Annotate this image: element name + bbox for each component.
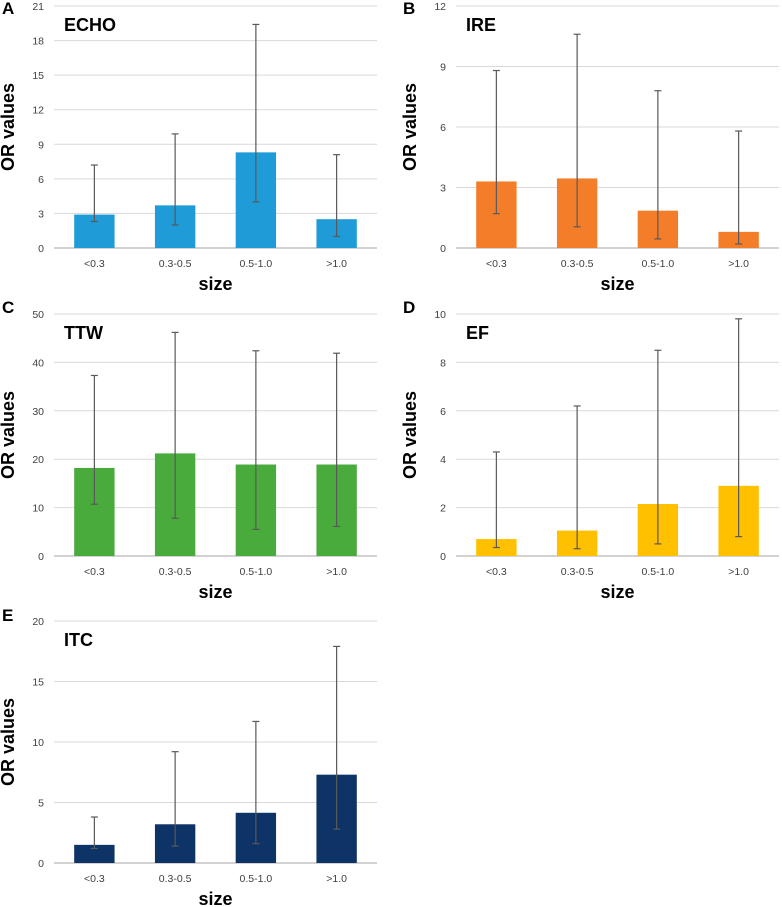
x-axis-label: size (198, 582, 232, 602)
y-tick-label: 10 (434, 309, 446, 321)
y-tick-label: 12 (434, 1, 446, 13)
chart-title: EF (466, 323, 489, 343)
x-axis-label: size (198, 274, 232, 294)
panel-letter: A (2, 0, 14, 18)
panel-letter: B (403, 0, 415, 18)
y-tick-label: 3 (440, 183, 446, 195)
panel-letter: E (2, 606, 13, 625)
x-tick-label: >1.0 (728, 258, 749, 270)
chart-panel-b: 0 3 6 9 12 <0.3 0.3-0.5 0.5-1.0 >1.0 size OR value… (400, 0, 779, 294)
x-tick-label: <0.3 (84, 873, 105, 885)
y-tick-label: 0 (38, 243, 44, 255)
y-tick-label: 6 (38, 174, 44, 186)
panel-letter: C (2, 298, 14, 317)
x-tick-label: 0.3-0.5 (159, 258, 192, 270)
y-tick-label: 6 (440, 122, 446, 134)
y-tick-label: 5 (38, 798, 44, 810)
x-tick-label: <0.3 (84, 258, 105, 270)
x-axis-label: size (600, 274, 634, 294)
y-tick-label: 0 (440, 243, 446, 255)
x-tick-label: >1.0 (326, 566, 347, 578)
y-tick-label: 10 (32, 503, 44, 515)
x-tick-label: 0.5-1.0 (642, 566, 675, 578)
y-tick-label: 0 (440, 551, 446, 563)
y-axis-label: OR values (0, 83, 18, 171)
y-tick-label: 20 (32, 454, 44, 466)
y-tick-label: 2 (440, 503, 446, 515)
y-tick-label: 6 (440, 406, 446, 418)
chart-panel-a: 0 3 6 9 12 15 18 21 <0.3 0.3-0.5 0.5-1.0 >1.0 size OR… (0, 0, 377, 294)
chart-title: TTW (64, 323, 103, 343)
y-axis-label: OR values (0, 391, 18, 479)
y-tick-label: 18 (32, 36, 44, 48)
x-tick-label: >1.0 (326, 258, 347, 270)
chart-panel-d: 0 2 4 6 8 10 <0.3 0.3-0.5 0.5-1.0 >1.0 size OR valu… (400, 298, 779, 602)
y-tick-label: 4 (440, 454, 446, 466)
chart-panel-e: 0 5 10 15 20 <0.3 0.3-0.5 0.5-1.0 >1.0 size OR val… (0, 606, 377, 907)
panel-letter: D (403, 298, 415, 317)
x-tick-label: 0.3-0.5 (159, 873, 192, 885)
x-tick-label: >1.0 (728, 566, 749, 578)
x-tick-label: <0.3 (486, 566, 507, 578)
y-tick-label: 3 (38, 208, 44, 220)
y-tick-label: 30 (32, 406, 44, 418)
y-tick-label: 15 (32, 70, 44, 82)
chart-panel-c: 0 10 20 30 40 50 <0.3 0.3-0.5 0.5-1.0 >1.0 size OR … (0, 298, 377, 602)
y-tick-label: 20 (32, 616, 44, 628)
y-tick-label: 40 (32, 357, 44, 369)
y-axis-label: OR values (0, 698, 18, 786)
y-tick-label: 0 (38, 551, 44, 563)
x-axis-label: size (198, 889, 232, 907)
x-axis-label: size (600, 582, 634, 602)
y-tick-label: 10 (32, 737, 44, 749)
x-tick-label: <0.3 (486, 258, 507, 270)
chart-title: ECHO (64, 15, 116, 35)
chart-title: IRE (466, 15, 496, 35)
y-tick-label: 21 (32, 1, 44, 13)
x-tick-label: 0.5-1.0 (642, 258, 675, 270)
y-tick-label: 9 (38, 139, 44, 151)
y-tick-label: 50 (32, 309, 44, 321)
x-tick-label: 0.3-0.5 (561, 566, 594, 578)
x-tick-label: >1.0 (326, 873, 347, 885)
y-axis-label: OR values (400, 83, 420, 171)
y-tick-label: 0 (38, 858, 44, 870)
x-tick-label: 0.3-0.5 (159, 566, 192, 578)
x-tick-label: 0.5-1.0 (240, 258, 273, 270)
x-tick-label: <0.3 (84, 566, 105, 578)
y-tick-label: 15 (32, 677, 44, 689)
x-tick-label: 0.5-1.0 (240, 566, 273, 578)
bar (74, 844, 115, 863)
y-axis-label: OR values (400, 391, 420, 479)
x-tick-label: 0.5-1.0 (240, 873, 273, 885)
y-tick-label: 12 (32, 105, 44, 117)
chart-title: ITC (64, 630, 93, 650)
y-tick-label: 9 (440, 62, 446, 74)
y-tick-label: 8 (440, 357, 446, 369)
x-tick-label: 0.3-0.5 (561, 258, 594, 270)
